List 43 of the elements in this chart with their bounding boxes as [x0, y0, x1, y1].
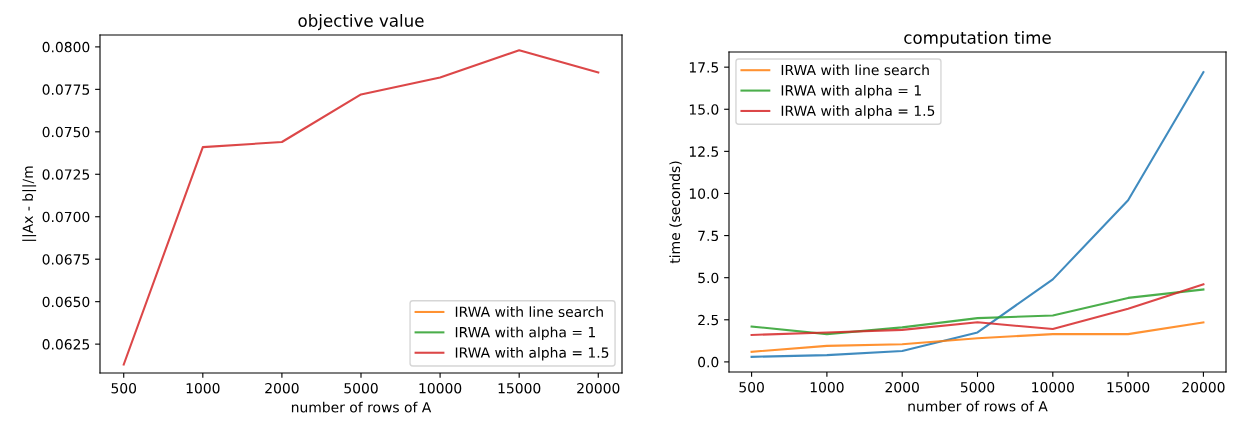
y-tick-label: 15.0 — [689, 104, 719, 115]
x-axis-title: number of rows of A — [291, 401, 432, 413]
legend-label: IRWA with alpha = 1.5 — [781, 105, 935, 119]
x-tick-label: 500 — [739, 381, 764, 393]
y-tick-label: 2.5 — [698, 314, 719, 326]
y-tick-label: 0.0775 — [42, 84, 90, 95]
y-tick-label: 17.5 — [689, 62, 719, 73]
legend-label: IRWA with alpha = 1 — [455, 326, 595, 341]
y-tick-label: 7.5 — [698, 230, 719, 242]
x-tick-label: 1000 — [810, 381, 844, 393]
x-tick-label: 5000 — [344, 382, 378, 394]
x-tick-label: 1000 — [186, 382, 220, 394]
y-tick-label: 0.0700 — [42, 211, 90, 223]
line-series — [750, 321, 1205, 353]
y-tick-label: 0.0 — [698, 356, 719, 368]
y-axis-title: time (seconds) — [669, 161, 682, 264]
x-tick-label: 10000 — [419, 382, 462, 394]
chart-title: objective value — [298, 14, 424, 31]
y-tick-label: 0.0725 — [42, 169, 90, 180]
x-tick-label: 20000 — [577, 382, 620, 394]
y-tick-label: 10.0 — [689, 188, 719, 199]
x-tick-label: 5000 — [960, 381, 995, 393]
y-tick-label: 0.0750 — [42, 126, 90, 138]
x-tick-label: 10000 — [1032, 381, 1074, 393]
y-tick-label: 0.0650 — [42, 296, 90, 308]
x-axis-title: number of rows of A — [908, 400, 1048, 412]
y-tick-label: 0.0800 — [42, 41, 90, 53]
chart-title: computation time — [904, 31, 1051, 48]
legend-label: IRWA with line search — [455, 306, 603, 318]
legend-label: IRWA with line search — [781, 64, 929, 76]
y-tick-label: 0.0675 — [42, 254, 90, 265]
x-tick-label: 2000 — [265, 382, 299, 394]
x-tick-label: 15000 — [1107, 381, 1150, 393]
x-tick-label: 2000 — [885, 381, 919, 393]
x-tick-label: 20000 — [1182, 381, 1225, 393]
y-tick-label: 0.0625 — [42, 339, 90, 350]
legend-label: IRWA with alpha = 1 — [781, 84, 921, 99]
y-tick-label: 5.0 — [698, 272, 719, 284]
y-tick-label: 12.5 — [689, 146, 719, 157]
y-axis-title: ||Ax - b||/m — [22, 166, 37, 241]
x-tick-label: 15000 — [498, 382, 541, 394]
legend-label: IRWA with alpha = 1.5 — [455, 347, 609, 361]
x-tick-label: 500 — [111, 382, 137, 394]
